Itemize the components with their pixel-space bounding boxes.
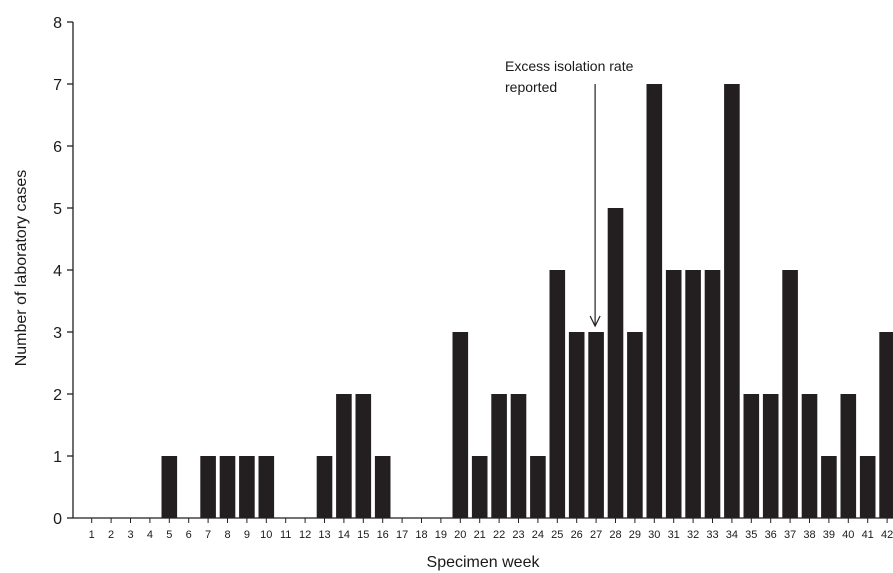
- x-tick-label: 42: [881, 529, 893, 541]
- y-tick-label: 5: [53, 201, 62, 218]
- x-tick-label: 21: [474, 529, 486, 541]
- x-tick-label: 5: [166, 529, 172, 541]
- bar-week-32: [685, 270, 701, 518]
- x-tick-label: 20: [454, 529, 466, 541]
- x-tick-label: 26: [571, 529, 583, 541]
- x-tick-label: 3: [127, 529, 133, 541]
- bar-week-31: [665, 270, 682, 518]
- bar-week-22: [491, 394, 507, 518]
- x-tick-label: 2: [108, 529, 114, 541]
- bar-week-38: [801, 394, 818, 518]
- x-tick-label: 14: [338, 529, 350, 541]
- bars: [161, 84, 893, 518]
- bar-week-26: [568, 332, 585, 518]
- bar-week-14: [336, 394, 352, 518]
- bar-week-23: [510, 394, 527, 518]
- bar-week-39: [821, 456, 837, 518]
- y-axis: 0 1 2 3 4 5 6 7 8: [53, 15, 74, 528]
- y-tick-label: 7: [53, 77, 62, 94]
- bar-week-24: [530, 456, 546, 518]
- bar-week-8: [219, 456, 236, 518]
- y-tick-label: 0: [53, 511, 62, 528]
- bar-week-15: [355, 394, 372, 518]
- annotation-arrow-head: [589, 315, 601, 328]
- x-tick-label: 27: [590, 529, 602, 541]
- x-tick-label: 31: [668, 529, 680, 541]
- x-tick-label: 9: [244, 529, 250, 541]
- bar-week-33: [704, 270, 721, 518]
- bar-week-21: [471, 456, 488, 518]
- x-tick-label: 19: [435, 529, 447, 541]
- y-tick-label: 2: [53, 387, 62, 404]
- bar-week-28: [607, 208, 624, 518]
- x-tick-label: 35: [745, 529, 757, 541]
- annotation-line-2: reported: [505, 79, 557, 95]
- bar-week-42: [879, 332, 893, 518]
- bar-week-9: [239, 456, 255, 518]
- x-tick-label: 37: [784, 529, 796, 541]
- x-tick-label: 1: [89, 529, 95, 541]
- bar-week-7: [200, 456, 216, 518]
- y-tick-label: 6: [53, 139, 62, 156]
- x-tick-label: 32: [687, 529, 699, 541]
- x-tick-label: 8: [224, 529, 230, 541]
- x-tick-label: 7: [205, 529, 211, 541]
- x-tick-label: 11: [280, 529, 291, 541]
- bar-week-25: [549, 270, 566, 518]
- annotation-line-1: Excess isolation rate: [505, 58, 634, 74]
- bar-week-35: [743, 394, 760, 518]
- x-tick-label: 13: [318, 529, 330, 541]
- bar-week-30: [646, 84, 663, 518]
- x-tick-label: 38: [803, 529, 815, 541]
- y-tick-label: 4: [53, 263, 62, 280]
- x-tick-label: 12: [299, 529, 311, 541]
- x-tick-label: 36: [765, 529, 777, 541]
- bar-week-5: [161, 456, 178, 518]
- annotation: Excess isolation rate reported: [505, 58, 634, 328]
- bar-week-34: [724, 84, 740, 518]
- x-axis: 1 2 3 4 5 6 7 8 9 10 11 12 13 14 15 16 17 18 19 20 21 22 23 24 2…: [73, 517, 893, 541]
- bar-week-10: [258, 456, 275, 518]
- x-tick-label: 30: [648, 529, 660, 541]
- x-tick-label: 6: [186, 529, 192, 541]
- x-tick-label: 17: [396, 529, 408, 541]
- bar-week-29: [627, 332, 643, 518]
- bar-week-40: [840, 394, 857, 518]
- bar-week-13: [316, 456, 333, 518]
- x-tick-label: 33: [706, 529, 718, 541]
- y-tick-label: 1: [53, 449, 62, 466]
- x-tick-label: 40: [842, 529, 854, 541]
- x-tick-label: 28: [609, 529, 621, 541]
- x-tick-label: 34: [726, 529, 738, 541]
- x-tick-label: 39: [823, 529, 835, 541]
- x-tick-label: 10: [260, 529, 272, 541]
- x-tick-label: 16: [377, 529, 389, 541]
- x-tick-label: 22: [493, 529, 505, 541]
- bar-week-37: [782, 270, 798, 518]
- y-tick-label: 3: [53, 325, 62, 342]
- x-tick-label: 25: [551, 529, 563, 541]
- x-axis-title: Specimen week: [427, 554, 541, 571]
- x-tick-label: 41: [862, 529, 874, 541]
- y-tick-label: 8: [53, 15, 62, 32]
- bar-week-27: [588, 332, 604, 518]
- bar-week-41: [859, 456, 876, 518]
- y-axis-title: Number of laboratory cases: [13, 170, 30, 367]
- bar-week-20: [452, 332, 469, 518]
- x-tick-label: 18: [415, 529, 427, 541]
- x-tick-label: 23: [512, 529, 524, 541]
- bar-week-16: [374, 456, 391, 518]
- x-tick-label: 4: [147, 529, 153, 541]
- x-tick-label: 24: [532, 529, 544, 541]
- x-tick-label: 15: [357, 529, 369, 541]
- x-tick-label: 29: [629, 529, 641, 541]
- bar-week-36: [762, 394, 779, 518]
